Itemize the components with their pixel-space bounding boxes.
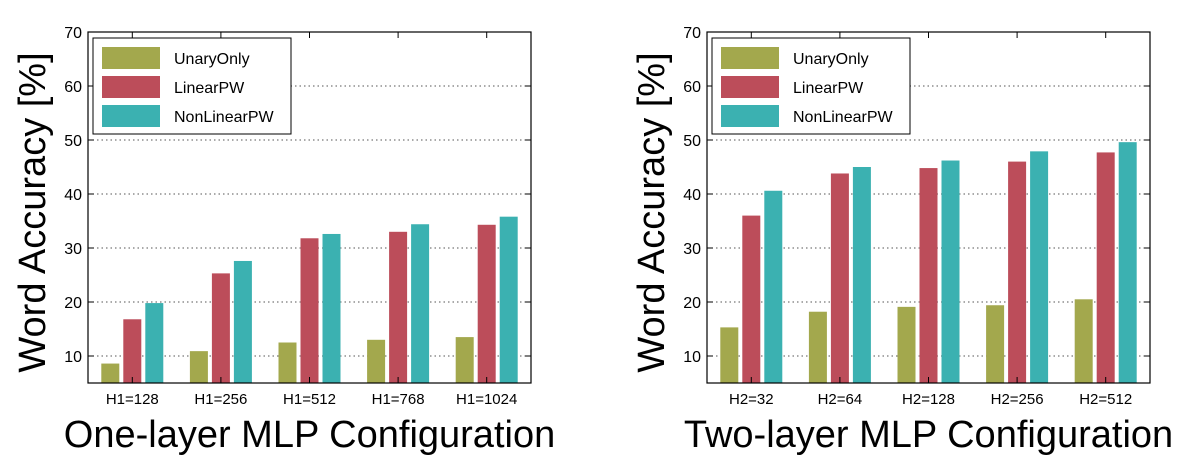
legend-label: LinearPW <box>793 80 864 97</box>
y-tick-label: 30 <box>64 241 82 258</box>
x-tick-label: H2=32 <box>729 391 774 408</box>
y-tick-label: 50 <box>64 133 82 150</box>
bar-nonlinearpw-1 <box>145 303 164 383</box>
bar-linearpw-1 <box>123 319 142 383</box>
y-tick-label: 60 <box>683 79 701 96</box>
bar-unaryonly-5 <box>455 337 474 383</box>
bar-unaryonly-2 <box>808 311 827 383</box>
x-tick-label: H1=512 <box>283 391 336 408</box>
bar-unaryonly-3 <box>278 342 297 383</box>
legend: UnaryOnly LinearPW NonLinearPW <box>92 37 292 135</box>
bar-linearpw-4 <box>1008 161 1027 383</box>
legend-label: NonLinearPW <box>793 109 894 126</box>
bar-linearpw-4 <box>389 231 408 383</box>
bar-unaryonly-2 <box>189 351 208 383</box>
chart-panel-2: 10 20 30 40 50 60 70 H2=32 H2=64 H2=128 H2=256 H2=5… <box>631 25 1173 456</box>
legend: UnaryOnly LinearPW NonLinearPW <box>711 37 911 135</box>
y-tick-label: 50 <box>683 133 701 150</box>
x-tick-label: H2=64 <box>818 391 863 408</box>
y-axis-label: Word Accuracy [%] <box>631 52 673 372</box>
x-tick-label: H1=768 <box>372 391 425 408</box>
chart-panel-1: 10 20 30 40 50 60 70 H1=128 H1=256 H1=512 H1=768 H1… <box>12 25 555 456</box>
y-tick-label: 20 <box>64 295 82 312</box>
axes-frame <box>87 31 532 384</box>
x-tick-label: H1=256 <box>194 391 247 408</box>
legend-label: LinearPW <box>174 80 245 97</box>
y-tick-label: 10 <box>64 349 82 366</box>
x-tick-label: H2=128 <box>902 391 955 408</box>
bar-nonlinearpw-2 <box>233 260 252 383</box>
bar-nonlinearpw-5 <box>1118 142 1137 383</box>
bar-nonlinearpw-3 <box>322 233 341 383</box>
bar-nonlinearpw-1 <box>764 190 783 383</box>
bar-linearpw-2 <box>211 273 230 383</box>
bar-linearpw-1 <box>742 215 761 383</box>
x-tick-label: H2=256 <box>991 391 1044 408</box>
legend-label: UnaryOnly <box>793 51 869 68</box>
legend-label: NonLinearPW <box>174 109 275 126</box>
bar-linearpw-2 <box>830 173 849 383</box>
bar-nonlinearpw-5 <box>499 216 518 383</box>
y-tick-label: 20 <box>683 295 701 312</box>
y-tick-label: 70 <box>64 25 82 42</box>
x-axis-label: One-layer MLP Configuration <box>64 414 555 456</box>
bar-unaryonly-4 <box>986 305 1005 383</box>
y-axis-label: Word Accuracy [%] <box>12 52 54 372</box>
y-tick-label: 10 <box>683 349 701 366</box>
bar-unaryonly-1 <box>101 363 120 383</box>
axes-frame <box>706 31 1151 384</box>
x-tick-label: H1=1024 <box>456 391 517 408</box>
legend-swatch-linearpw <box>102 76 160 98</box>
legend-swatch-nonlinearpw <box>721 105 779 127</box>
legend-label: UnaryOnly <box>174 51 250 68</box>
legend-swatch-unaryonly <box>102 47 160 69</box>
bar-unaryonly-4 <box>367 339 386 383</box>
y-tick-label: 30 <box>683 241 701 258</box>
bar-unaryonly-1 <box>720 327 739 383</box>
y-tick-label: 40 <box>64 187 82 204</box>
bar-unaryonly-5 <box>1074 299 1093 383</box>
y-tick-label: 70 <box>683 25 701 42</box>
bar-linearpw-3 <box>919 168 938 383</box>
x-tick-label: H2=512 <box>1079 391 1132 408</box>
bar-nonlinearpw-3 <box>941 160 960 383</box>
legend-swatch-unaryonly <box>721 47 779 69</box>
bar-linearpw-3 <box>300 238 319 383</box>
bar-linearpw-5 <box>477 224 496 383</box>
bar-nonlinearpw-4 <box>411 224 430 383</box>
x-tick-label: H1=128 <box>106 391 159 408</box>
bar-linearpw-5 <box>1096 152 1115 383</box>
y-tick-label: 40 <box>683 187 701 204</box>
y-tick-label: 60 <box>64 79 82 96</box>
bar-unaryonly-3 <box>897 306 916 383</box>
legend-swatch-nonlinearpw <box>102 105 160 127</box>
bar-nonlinearpw-4 <box>1030 151 1049 383</box>
x-axis-label: Two-layer MLP Configuration <box>684 414 1173 456</box>
bar-nonlinearpw-2 <box>852 167 871 383</box>
legend-swatch-linearpw <box>721 76 779 98</box>
